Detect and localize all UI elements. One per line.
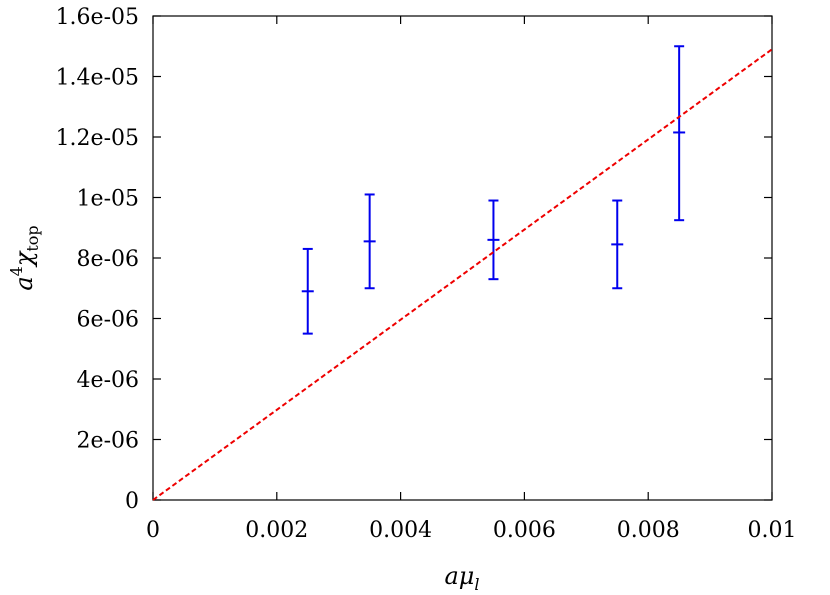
data-point [301,247,314,335]
fit-line [152,48,773,501]
y-tick-label: 0 [125,489,139,514]
x-tick-label: 0.004 [369,518,432,543]
x-tick-label: 0.006 [493,518,556,543]
y-tick-label: 4e-06 [77,368,139,393]
y-tick-label: 8e-06 [77,247,139,272]
y-axis-label: a4χtop [7,225,42,290]
plot-area [152,45,773,501]
data-point [487,199,500,281]
x-tick-label: 0.002 [245,518,308,543]
x-tick-label: 0.01 [748,518,797,543]
y-tick-label: 6e-06 [77,308,139,333]
data-point [611,199,624,290]
x-axis: 0 0.002 0.004 0.006 0.008 0.01 [146,16,796,543]
y-tick-label: 1e-05 [77,187,139,212]
y-axis: 0 2e-06 4e-06 6e-06 8e-06 1e-05 1.2e-05 1.4e-05… [56,5,772,514]
data-point [673,45,686,222]
y-tick-label: 2e-06 [77,429,139,454]
y-tick-label: 1.4e-05 [56,66,139,91]
y-tick-label: 1.6e-05 [56,5,139,30]
x-tick-label: 0 [146,518,160,543]
data-point [363,193,376,290]
x-axis-label: aμl [444,562,479,594]
x-tick-label: 0.008 [617,518,680,543]
y-tick-label: 1.2e-05 [56,126,139,151]
